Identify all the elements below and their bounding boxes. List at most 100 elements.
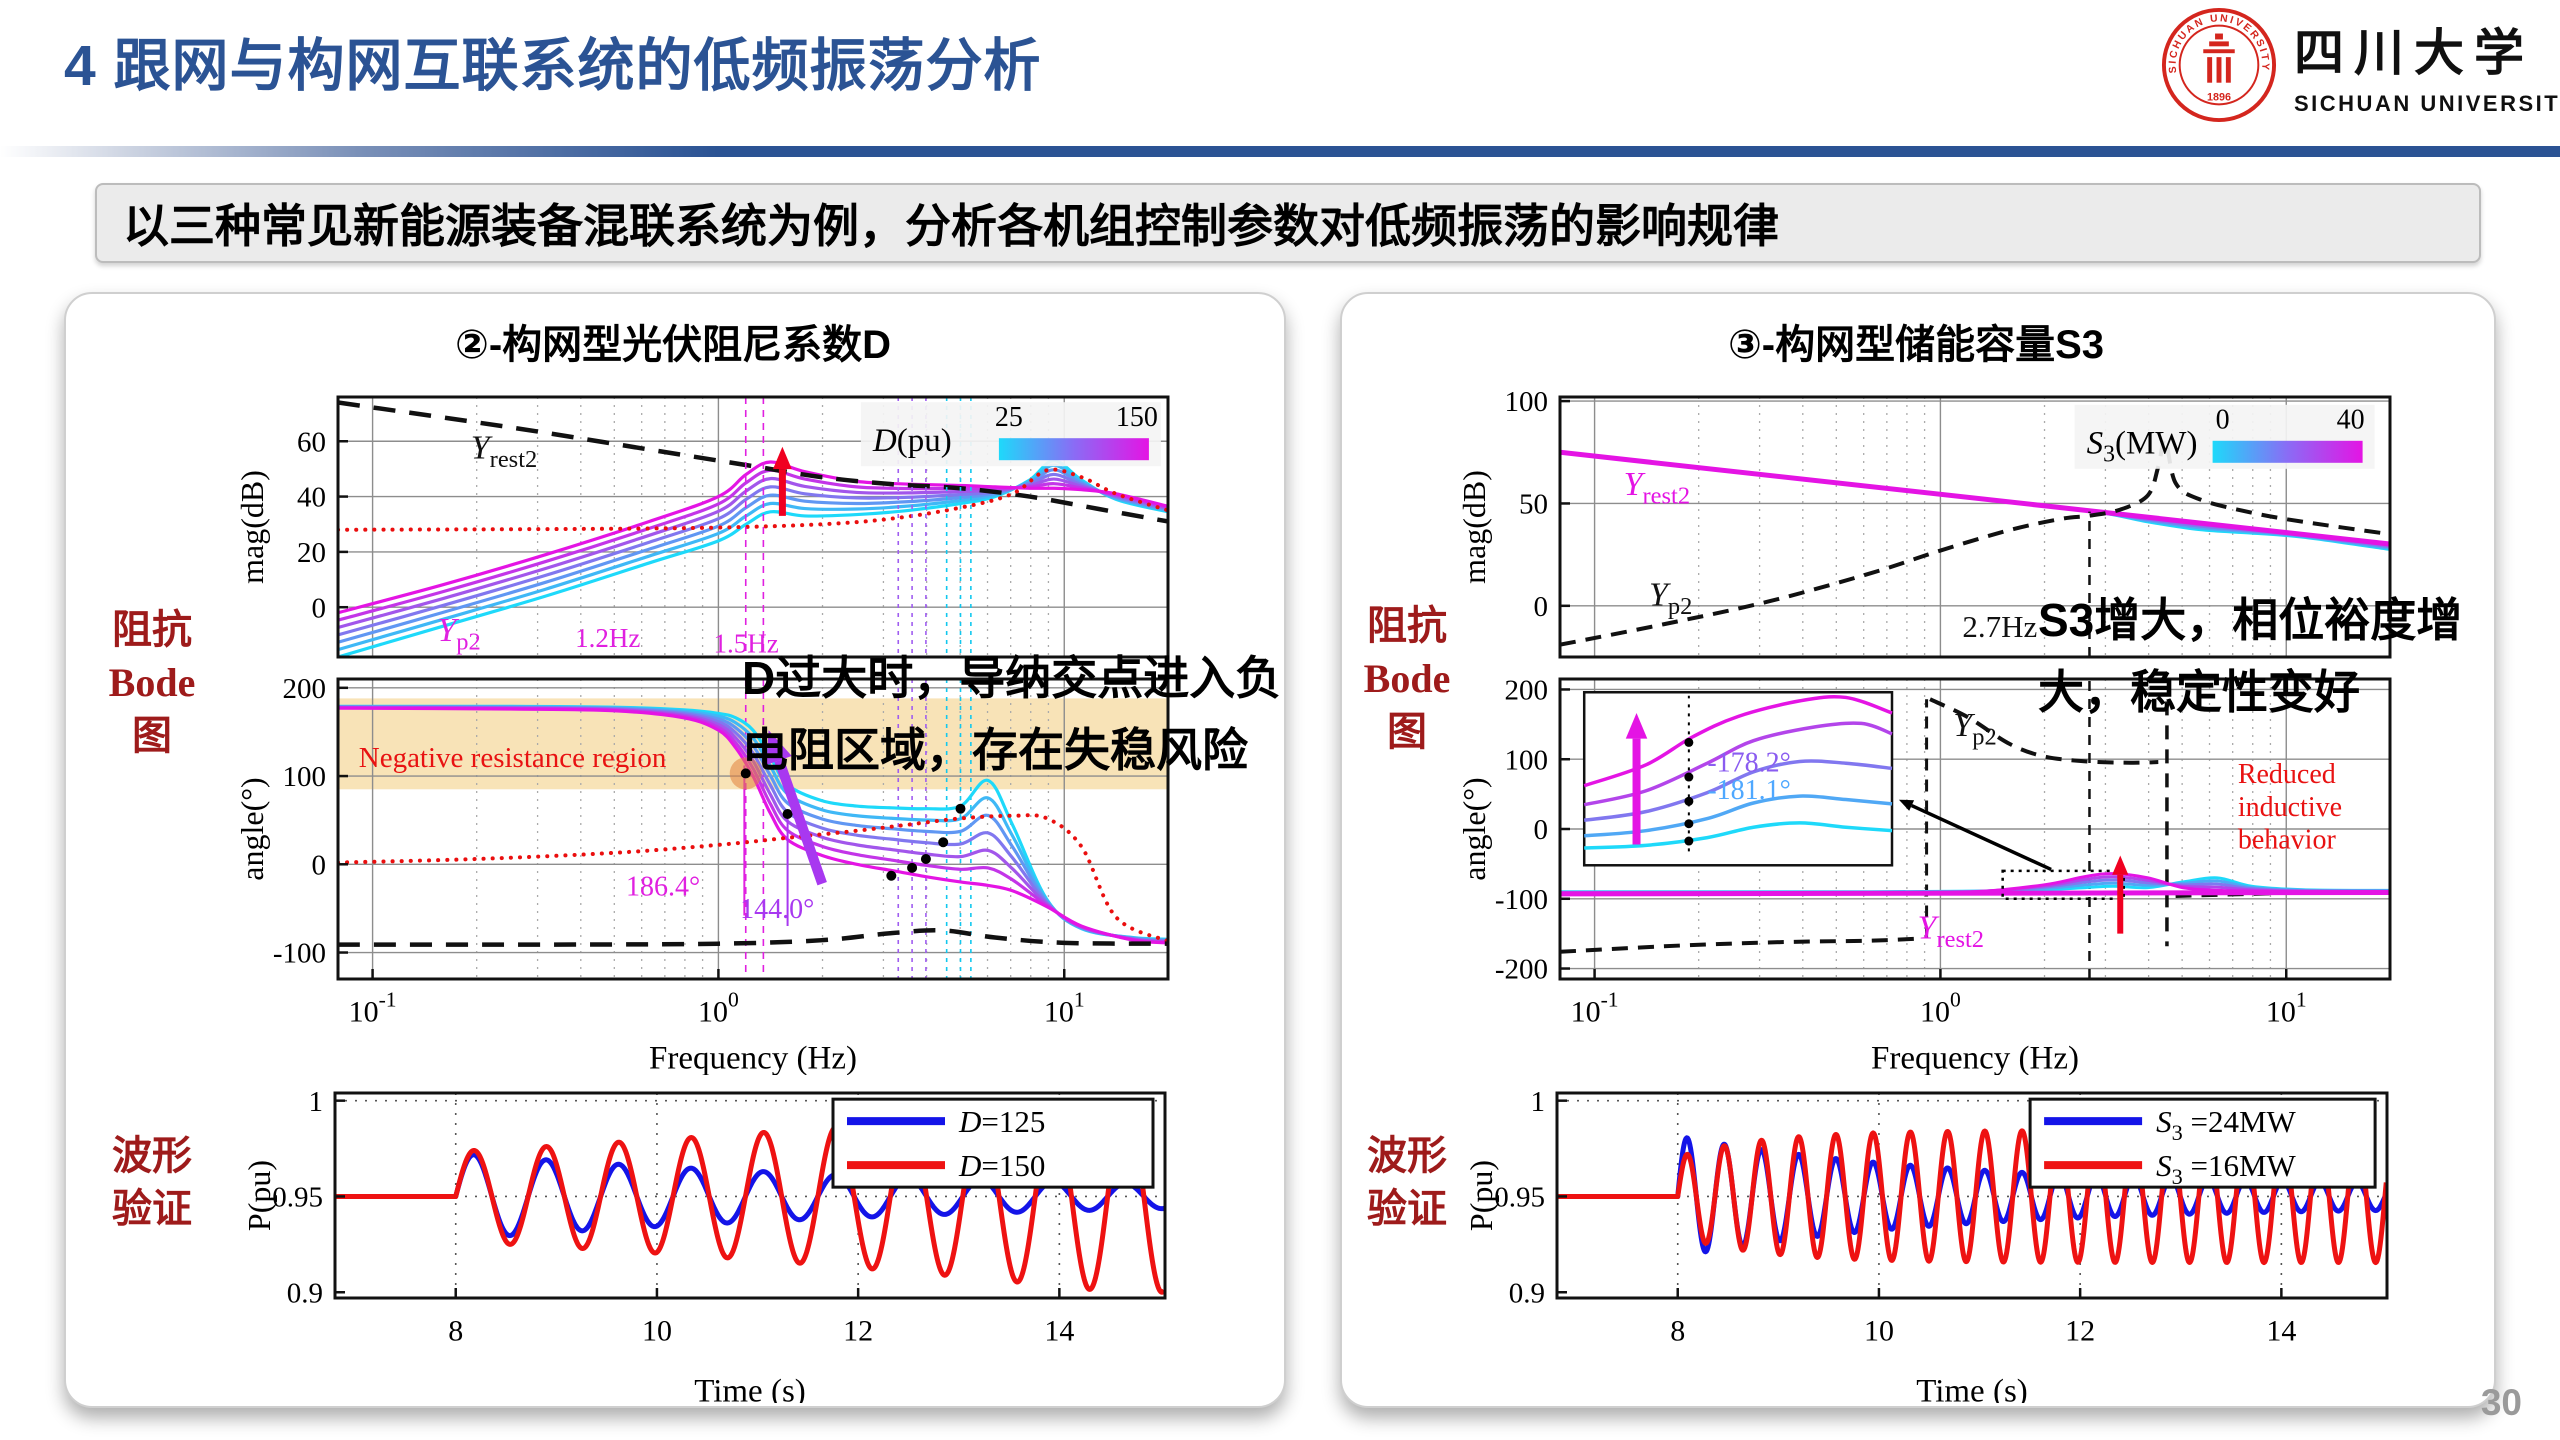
svg-text:40: 40 [2337, 405, 2365, 436]
svg-text:8: 8 [1670, 1315, 1685, 1348]
svg-text:-181.1°: -181.1° [1707, 775, 1791, 806]
svg-text:S3(MW): S3(MW) [2087, 425, 2198, 467]
svg-text:Reduced: Reduced [2238, 759, 2336, 790]
svg-text:S3 =16MW: S3 =16MW [2156, 1148, 2296, 1189]
svg-text:0.9: 0.9 [287, 1277, 323, 1309]
svg-text:0: 0 [312, 849, 327, 881]
panel-storage-capacity [1340, 292, 2496, 1408]
svg-text:Frequency (Hz): Frequency (Hz) [649, 1041, 857, 1075]
right-waveform-chart: S3 =24MW S3 =16MW 0.9 0.95 1 8 10 12 14 Time (s) P… [1432, 1058, 2442, 1410]
svg-text:Yrest2: Yrest2 [1918, 910, 1985, 954]
svg-text:100: 100 [1505, 386, 1549, 418]
logo-en-name: SICHUAN UNIVERSITY [2294, 91, 2560, 116]
svg-text:100: 100 [1505, 744, 1549, 776]
right-bode-side-label: 阻抗 Bode 图 [1363, 604, 1451, 754]
svg-text:-100: -100 [273, 938, 326, 970]
svg-text:150: 150 [1116, 402, 1158, 433]
logo-cn-name: 四川大学 [2294, 25, 2534, 81]
left-bode-chart: Yrest2 Yp2 1.2Hz 1.5Hz D(pu) 25 150 0 20 40 60 mag(… [210, 385, 1220, 1077]
svg-text:200: 200 [283, 673, 327, 705]
svg-text:behavior: behavior [2238, 825, 2337, 856]
right-panel-title: ③-构网型储能容量S3 [1727, 323, 2105, 367]
svg-text:Frequency (Hz): Frequency (Hz) [1871, 1041, 2079, 1075]
svg-text:101: 101 [1044, 988, 1085, 1029]
right-note-line1: S3增大，相位裕度增 [2038, 594, 2463, 646]
left-panel-title: ②-构网型光伏阻尼系数D [454, 323, 892, 367]
svg-text:14: 14 [1044, 1315, 1074, 1348]
svg-text:14: 14 [2266, 1315, 2296, 1348]
svg-text:-178.2°: -178.2° [1707, 747, 1791, 778]
svg-text:0.95: 0.95 [272, 1182, 323, 1214]
svg-text:100: 100 [283, 761, 327, 793]
svg-text:-200: -200 [1495, 954, 1548, 986]
svg-text:10: 10 [642, 1315, 672, 1348]
svg-text:50: 50 [1519, 489, 1548, 521]
svg-text:1.2Hz: 1.2Hz [575, 623, 640, 653]
left-note-line2: 电阻区域，存在失稳风险 [742, 724, 1248, 776]
svg-text:0: 0 [1534, 591, 1549, 623]
svg-text:inductive: inductive [2238, 792, 2342, 823]
svg-text:100: 100 [1920, 988, 1961, 1029]
svg-text:20: 20 [297, 537, 326, 569]
left-waveform-chart: D=125 D=150 0.9 0.95 1 8 10 12 14 Time (s) P(pu) [210, 1058, 1220, 1410]
svg-text:-100: -100 [1495, 884, 1548, 916]
svg-text:angle(°): angle(°) [234, 777, 270, 880]
svg-text:D(pu): D(pu) [872, 423, 952, 459]
svg-text:Yp2: Yp2 [437, 612, 480, 656]
svg-text:Yrest2: Yrest2 [1624, 466, 1691, 510]
svg-text:P(pu): P(pu) [241, 1160, 277, 1231]
svg-text:12: 12 [2065, 1315, 2095, 1348]
svg-text:40: 40 [297, 482, 326, 514]
seal-emblem [2203, 33, 2235, 83]
logo-text: 四川大学 SICHUAN UNIVERSITY [2294, 13, 2560, 117]
svg-text:60: 60 [297, 426, 326, 458]
left-wave-side-label: 波形 验证 [112, 1134, 192, 1231]
svg-text:0: 0 [1534, 814, 1549, 846]
right-bode-chart: 2.7Hz Yrest2 Yp2 S3(MW) 0 40 0 50 100 mag(dB) Yp2 Y… [1432, 385, 2442, 1077]
page-number: 30 [2480, 1382, 2522, 1423]
svg-text:0.95: 0.95 [1494, 1182, 1545, 1214]
svg-text:100: 100 [698, 988, 739, 1029]
svg-text:12: 12 [843, 1315, 873, 1348]
svg-text:mag(dB): mag(dB) [1456, 470, 1492, 584]
svg-text:25: 25 [995, 402, 1023, 433]
svg-text:D=150: D=150 [958, 1148, 1045, 1183]
svg-text:2.7Hz: 2.7Hz [1962, 609, 2037, 644]
svg-text:Negative resistance region: Negative resistance region [359, 742, 667, 774]
svg-text:0: 0 [2216, 405, 2230, 436]
svg-text:10: 10 [1864, 1315, 1894, 1348]
svg-text:186.4°: 186.4° [626, 871, 700, 902]
left-bode-side-label: 阻抗 Bode 图 [108, 608, 196, 758]
svg-text:S3 =24MW: S3 =24MW [2156, 1104, 2296, 1145]
svg-text:P(pu): P(pu) [1463, 1160, 1499, 1231]
university-logo: SICHUAN UNIVERSITY 1896 四川大学 SICHUAN UNI… [2160, 6, 2560, 124]
svg-text:0: 0 [312, 592, 327, 624]
svg-text:1896: 1896 [2207, 91, 2231, 103]
svg-text:144.0°: 144.0° [740, 894, 814, 925]
left-note-line1: D过大时，导纳交点进入负 [742, 652, 1282, 704]
page-title: 4 跟网与构网互联系统的低频振荡分析 [64, 34, 1042, 98]
svg-text:Yp2: Yp2 [1649, 576, 1692, 620]
svg-text:Yp2: Yp2 [1953, 707, 1996, 751]
banner-text: 以三种常见新能源装备混联系统为例，分析各机组控制参数对低频振荡的影响规律 [123, 200, 1779, 252]
title-divider [0, 146, 2560, 157]
svg-text:1: 1 [1531, 1086, 1546, 1118]
svg-text:10-1: 10-1 [1571, 988, 1619, 1029]
svg-text:Time (s): Time (s) [694, 1374, 806, 1403]
svg-text:D=125: D=125 [958, 1104, 1045, 1139]
svg-text:mag(dB): mag(dB) [234, 470, 270, 584]
svg-text:10-1: 10-1 [349, 988, 397, 1029]
svg-text:Time (s): Time (s) [1916, 1374, 2028, 1403]
svg-text:1.5Hz: 1.5Hz [713, 629, 778, 659]
svg-text:0.9: 0.9 [1509, 1277, 1545, 1309]
svg-text:200: 200 [1505, 675, 1549, 707]
svg-text:1: 1 [309, 1086, 324, 1118]
right-note-line2: 大，稳定性变好 [2038, 666, 2360, 718]
svg-text:angle(°): angle(°) [1456, 777, 1492, 880]
svg-text:8: 8 [448, 1315, 463, 1348]
right-wave-side-label: 波形 验证 [1367, 1134, 1447, 1231]
university-seal-icon: SICHUAN UNIVERSITY 1896 [2161, 7, 2277, 123]
svg-text:Yrest2: Yrest2 [471, 430, 538, 474]
svg-text:101: 101 [2266, 988, 2307, 1029]
